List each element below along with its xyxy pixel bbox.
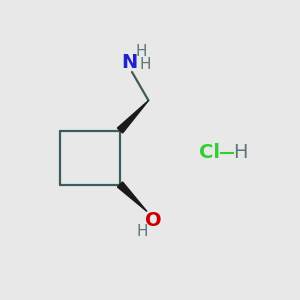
- Text: H: H: [135, 44, 147, 59]
- Text: H: H: [233, 143, 247, 163]
- Polygon shape: [117, 100, 148, 133]
- Text: H: H: [140, 57, 151, 72]
- Text: O: O: [145, 211, 161, 230]
- Polygon shape: [118, 182, 147, 212]
- Text: H: H: [137, 224, 148, 239]
- Text: Cl: Cl: [200, 143, 220, 163]
- Text: N: N: [121, 53, 137, 73]
